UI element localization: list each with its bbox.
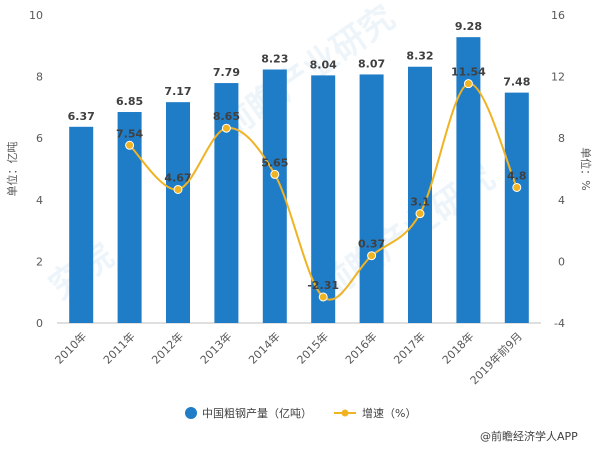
legend-line-label: 增速（%） — [362, 406, 416, 420]
y-left-axis-title: 单位：亿吨 — [5, 142, 19, 197]
growth-point — [463, 79, 473, 89]
bar-value-label: 8.07 — [358, 57, 385, 70]
y-right-tick-label: 12 — [551, 71, 565, 84]
y-right-tick-label: 4 — [558, 194, 565, 207]
bar — [166, 102, 190, 323]
source-credit: @前瞻经济学人APP — [480, 429, 578, 443]
growth-value-label: 4.67 — [164, 171, 191, 184]
y-right-tick-label: -4 — [554, 317, 565, 330]
y-right-tick-label: 0 — [558, 255, 565, 268]
x-tick-label: 2010年 — [52, 329, 89, 366]
growth-point — [173, 184, 183, 194]
growth-point — [270, 169, 280, 179]
legend-line-marker — [341, 409, 349, 417]
growth-point — [367, 251, 377, 261]
growth-value-label: 4.8 — [507, 169, 527, 182]
bar-value-label: 6.85 — [116, 95, 143, 108]
y-right-axis-title: 单位：% — [579, 147, 593, 190]
growth-line — [125, 79, 522, 302]
bar — [262, 69, 287, 324]
bar-value-label: 8.23 — [261, 53, 288, 66]
legend-bar-swatch — [185, 407, 197, 419]
growth-value-label: 8.65 — [213, 110, 240, 123]
bar-value-label: 7.17 — [164, 85, 191, 98]
bar-value-label: 9.28 — [455, 20, 482, 33]
y-right-tick-label: 16 — [551, 9, 565, 22]
bars — [69, 37, 529, 324]
bar — [214, 83, 239, 324]
growth-line-path — [128, 82, 518, 301]
y-right-tick-label: 8 — [558, 132, 565, 145]
y-left-tick-label: 2 — [36, 255, 43, 268]
growth-value-label: 5.65 — [261, 156, 288, 169]
y-left-tick-label: 10 — [29, 9, 43, 22]
x-tick-label: 2018年 — [439, 329, 476, 366]
x-tick-label: 2011年 — [100, 329, 137, 366]
bar-value-label: 7.48 — [503, 76, 530, 89]
growth-point — [125, 140, 135, 150]
growth-value-label: -2.31 — [307, 279, 339, 292]
y-left-tick-label: 6 — [36, 132, 43, 145]
growth-value-label: 3.1 — [410, 196, 430, 209]
growth-point — [318, 292, 328, 302]
bar-value-label: 8.32 — [406, 50, 433, 63]
x-tick-label: 2016年 — [342, 329, 379, 366]
bar — [359, 74, 384, 323]
growth-value-label: 7.54 — [116, 127, 143, 140]
bar-value-label: 7.79 — [213, 66, 240, 79]
x-tick-label: 2014年 — [245, 329, 282, 366]
growth-point — [221, 123, 231, 133]
x-tick-label: 2015年 — [294, 329, 331, 366]
growth-value-label: 11.54 — [451, 66, 486, 79]
x-tick-label: 2013年 — [197, 329, 234, 366]
y-left-tick-label: 0 — [36, 317, 43, 330]
legend-bar-label: 中国粗钢产量（亿吨） — [202, 406, 312, 420]
growth-point — [512, 182, 522, 192]
bar — [311, 75, 336, 323]
growth-point — [415, 209, 425, 219]
legend: 中国粗钢产量（亿吨） 增速（%） — [185, 406, 416, 420]
bar — [69, 126, 94, 323]
growth-value-label: 0.37 — [358, 238, 385, 251]
y-left-tick-label: 8 — [36, 71, 43, 84]
x-tick-label: 2019年前9月 — [467, 329, 525, 387]
data-labels: 6.37 6.85 7.17 7.79 8.23 8.04 8.07 8.32 9.28 7.48… — [68, 20, 531, 292]
y-left-tick-label: 4 — [36, 194, 43, 207]
x-tick-label: 2017年 — [391, 329, 428, 366]
x-tick-label: 2012年 — [149, 329, 186, 366]
bar-value-label: 6.37 — [68, 110, 95, 123]
bar — [504, 92, 529, 323]
bar-value-label: 8.04 — [310, 58, 337, 71]
